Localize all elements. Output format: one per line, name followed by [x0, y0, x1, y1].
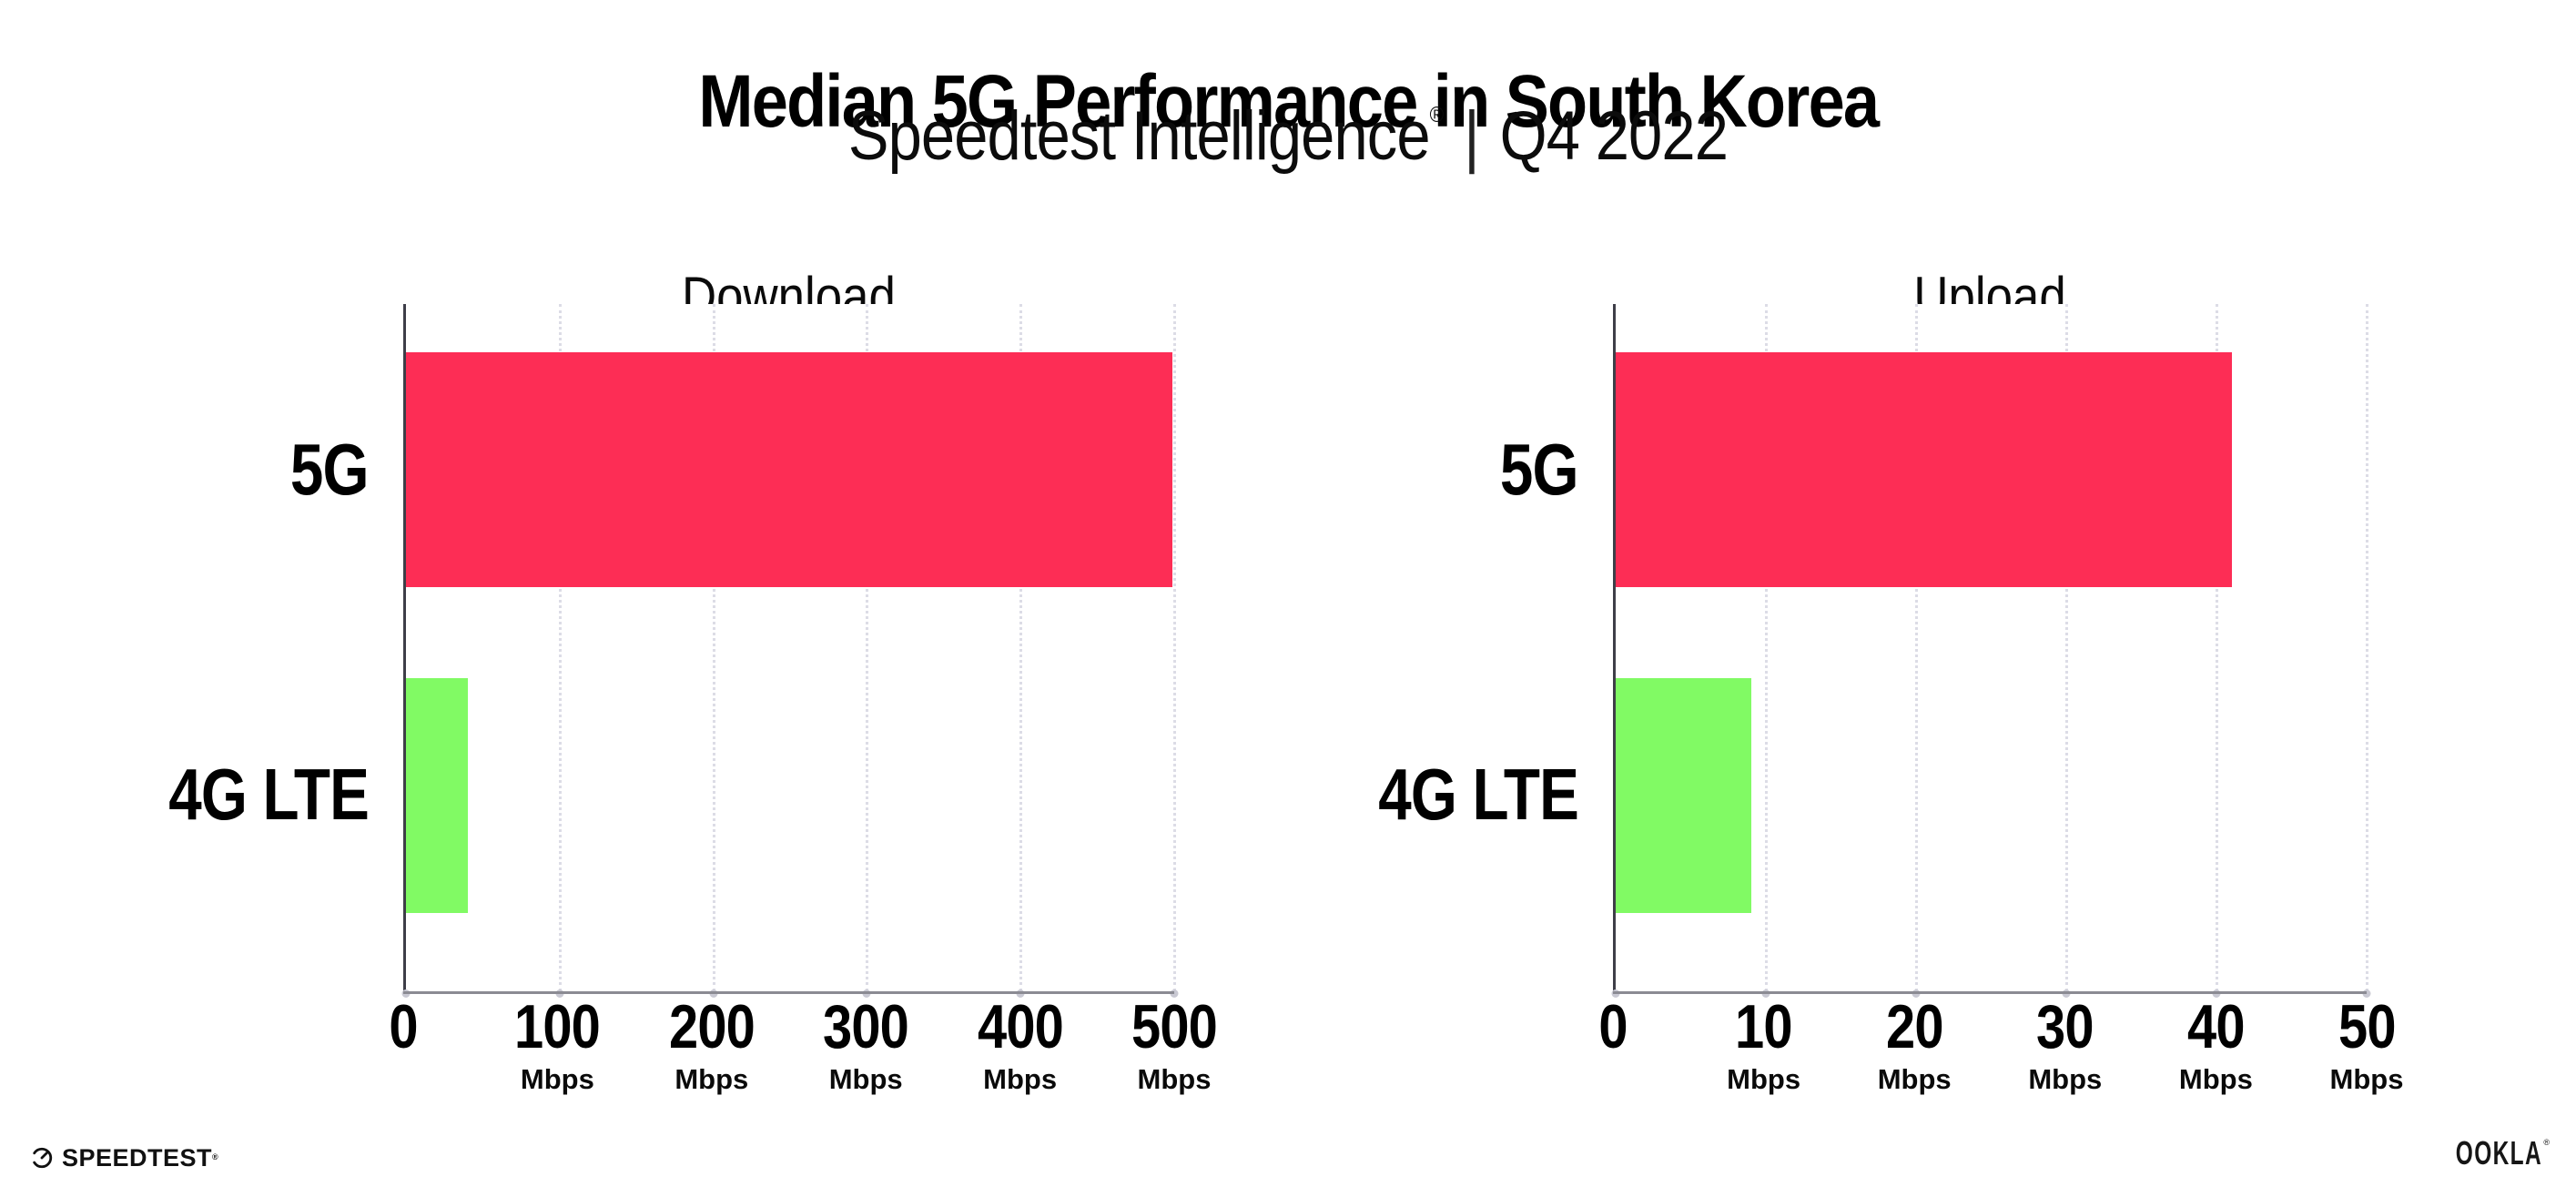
- x-axis-line: [1613, 991, 2367, 994]
- subtitle-separator: |: [1464, 97, 1479, 175]
- x-tick-label: 300 Mbps: [816, 992, 916, 1095]
- subtitle-brand: Speedtest Intelligence: [847, 97, 1431, 175]
- bar-5g: [1616, 352, 2232, 587]
- page-title: Median 5G Performance in South Korea: [0, 59, 2576, 143]
- ookla-logo: OOKLA ®: [2415, 1134, 2550, 1172]
- x-tick-value: 0: [1598, 992, 1628, 1061]
- registered-mark: ®: [212, 1152, 219, 1161]
- axis-tick-dot: [1170, 989, 1179, 998]
- category-label-4g-lte: 4G LTE: [0, 754, 370, 836]
- x-tick-unit: Mbps: [520, 1063, 594, 1095]
- gridline: [866, 304, 869, 991]
- x-tick-label: 50 Mbps: [2329, 992, 2404, 1095]
- x-tick-unit: Mbps: [2028, 1063, 2103, 1095]
- bar-5g: [406, 352, 1173, 587]
- x-tick-value: 500: [1131, 992, 1218, 1061]
- x-tick-unit: Mbps: [674, 1063, 749, 1095]
- x-tick-value: 50: [2338, 992, 2396, 1061]
- x-tick-unit: Mbps: [2329, 1063, 2404, 1095]
- gridline: [1765, 304, 1768, 991]
- category-label-text: 5G: [1500, 429, 1579, 510]
- page-title-text: Median 5G Performance in South Korea: [698, 59, 1880, 143]
- x-tick-label: 100 Mbps: [507, 992, 607, 1095]
- x-tick-label: 30 Mbps: [2028, 992, 2103, 1095]
- gridline: [2216, 304, 2218, 991]
- x-axis-labels: 0 10 Mbps 20 Mbps 30 Mbps 40 Mbps 50 Mbps: [1598, 992, 2403, 1161]
- x-tick-unit: Mbps: [1137, 1063, 1212, 1095]
- axis-tick-dot: [2362, 989, 2371, 998]
- registered-mark: ®: [2543, 1138, 2550, 1147]
- subtitle-period: Q4 2022: [1499, 97, 1729, 175]
- category-label-5g: 5G: [1210, 429, 1579, 511]
- x-tick-label: 0: [1597, 992, 1630, 1061]
- category-label-4g-lte: 4G LTE: [1210, 754, 1579, 836]
- speedtest-wordmark: SPEEDTEST®: [62, 1145, 218, 1171]
- page-subtitle: Speedtest Intelligence® | Q4 2022: [0, 98, 2576, 175]
- x-tick-value: 400: [977, 992, 1064, 1061]
- x-tick-label: 0: [387, 992, 421, 1061]
- x-tick-unit: Mbps: [2178, 1063, 2253, 1095]
- bar-4g-lte: [1616, 678, 1751, 913]
- bar-4g-lte: [406, 678, 468, 913]
- x-tick-label: 200 Mbps: [662, 992, 762, 1095]
- x-tick-unit: Mbps: [1877, 1063, 1952, 1095]
- x-tick-unit: Mbps: [828, 1063, 903, 1095]
- category-label-text: 5G: [290, 429, 370, 510]
- x-tick-unit: Mbps: [1727, 1063, 1801, 1095]
- x-axis-labels: 0 100 Mbps 200 Mbps 300 Mbps 400 Mbps 500 Mbps: [389, 992, 1217, 1161]
- category-label-text: 4G LTE: [168, 754, 370, 835]
- x-tick-value: 0: [389, 992, 418, 1061]
- plot-area: [1611, 304, 2371, 998]
- x-tick-label: 10 Mbps: [1727, 992, 1801, 1095]
- gridline: [712, 304, 715, 991]
- registered-mark: ®: [1429, 103, 1445, 127]
- gridline: [558, 304, 562, 991]
- x-tick-label: 400 Mbps: [969, 992, 1070, 1095]
- gridline: [2366, 304, 2368, 991]
- x-tick-label: 20 Mbps: [1877, 992, 1952, 1095]
- x-tick-value: 40: [2187, 992, 2245, 1061]
- speedtest-gauge-icon: [31, 1147, 53, 1169]
- x-tick-value: 20: [1885, 992, 1943, 1061]
- speedtest-wordmark-text: SPEEDTEST: [62, 1144, 213, 1172]
- ookla-wordmark: OOKLA: [2456, 1134, 2543, 1172]
- page-subtitle-text: Speedtest Intelligence® | Q4 2022: [847, 97, 1729, 175]
- x-tick-label: 500 Mbps: [1124, 992, 1224, 1095]
- x-tick-value: 300: [823, 992, 909, 1061]
- x-tick-value: 30: [2036, 992, 2094, 1061]
- x-tick-value: 10: [1735, 992, 1792, 1061]
- gridline: [2065, 304, 2068, 991]
- gridline: [1173, 304, 1176, 991]
- x-tick-label: 40 Mbps: [2178, 992, 2253, 1095]
- x-tick-value: 200: [668, 992, 756, 1061]
- category-label-text: 4G LTE: [1378, 754, 1579, 835]
- category-label-5g: 5G: [0, 429, 370, 511]
- speedtest-logo: SPEEDTEST®: [30, 1145, 218, 1171]
- x-axis-line: [403, 991, 1174, 994]
- gridline: [1915, 304, 1918, 991]
- x-tick-unit: Mbps: [983, 1063, 1058, 1095]
- x-tick-value: 100: [514, 992, 601, 1061]
- plot-area: [401, 304, 1179, 998]
- gridline: [1019, 304, 1023, 991]
